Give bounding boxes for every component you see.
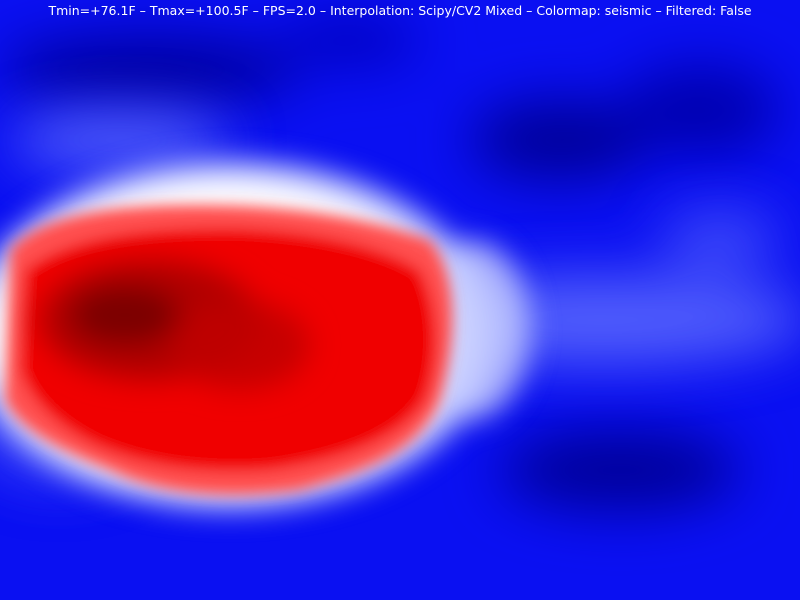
cold-regions (0, 15, 780, 510)
hot-core (40, 260, 310, 390)
